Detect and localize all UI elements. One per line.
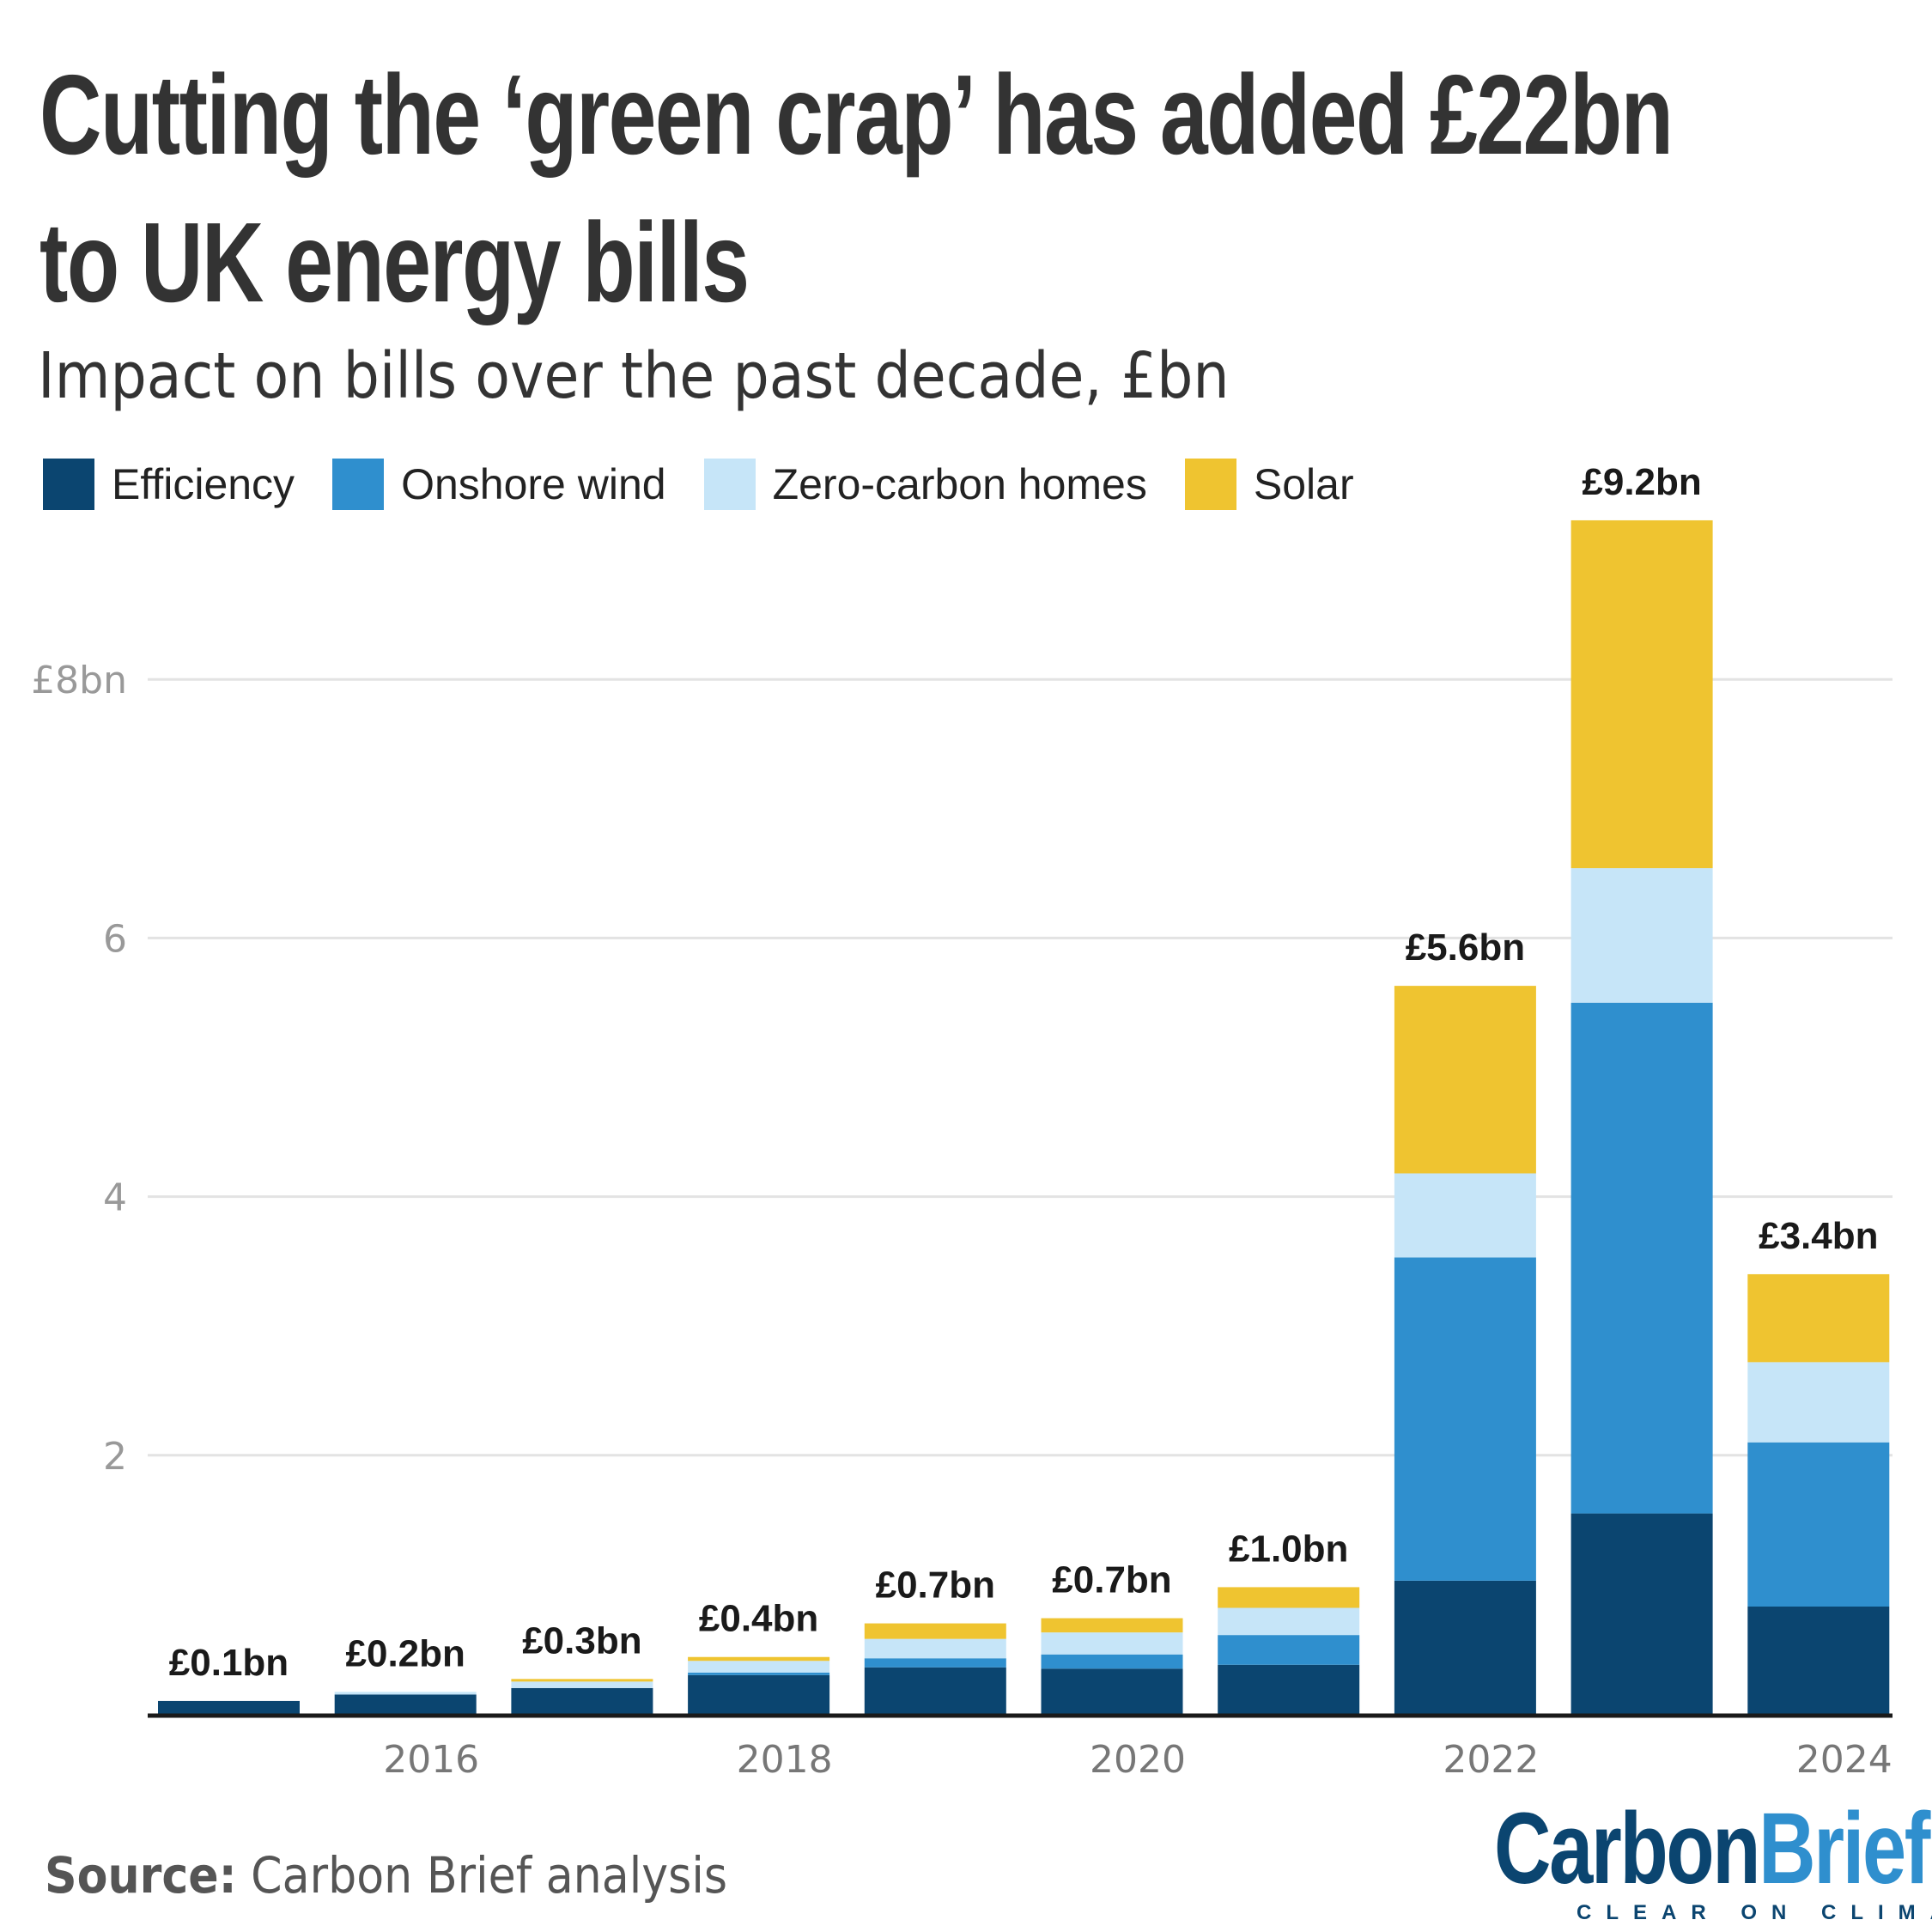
legend-swatch <box>332 459 385 510</box>
bar-segment-solar-2017 <box>511 1679 653 1682</box>
bar-segment-onshore-wind-2024 <box>1747 1442 1890 1607</box>
bar-segment-onshore-wind-2019 <box>864 1658 1006 1668</box>
logo-tagline: CLEAR ON CLIMATE <box>1577 1901 1932 1924</box>
x-tick-label: 2022 <box>1443 1738 1539 1782</box>
x-tick-label: 2016 <box>383 1738 479 1782</box>
bar-segment-onshore-wind-2020 <box>1041 1654 1183 1669</box>
bar-segment-zero-carbon-homes-2016 <box>334 1692 477 1695</box>
legend-swatch <box>703 459 756 510</box>
bar-segment-zero-carbon-homes-2021 <box>1218 1607 1360 1636</box>
bar-segment-zero-carbon-homes-2022 <box>1394 1173 1536 1258</box>
legend-swatch <box>43 459 94 510</box>
source-text: Carbon Brief analysis <box>236 1846 728 1905</box>
bar-segment-solar-2024 <box>1747 1273 1890 1363</box>
legend-label: Solar <box>1253 460 1354 508</box>
bar-segment-zero-carbon-homes-2019 <box>864 1638 1006 1659</box>
bar-segment-solar-2022 <box>1394 986 1536 1174</box>
total-label-2023: £9.2bn <box>1582 461 1701 503</box>
bar-segment-solar-2021 <box>1218 1587 1360 1608</box>
source-note: Source: Carbon Brief analysis <box>45 1846 727 1905</box>
bar-segment-efficiency-2019 <box>864 1667 1006 1714</box>
bar-segment-zero-carbon-homes-2018 <box>688 1661 830 1673</box>
carbon-brief-logo: CarbonBrief CLEAR ON CLIMATE <box>1494 1798 1932 1925</box>
legend-item-zero-carbon-homes: Zero-carbon homes <box>703 459 1147 510</box>
total-label-2019: £0.7bn <box>876 1564 995 1607</box>
legend-swatch <box>1184 459 1236 510</box>
total-label-2020: £0.7bn <box>1052 1559 1171 1601</box>
legend-item-solar: Solar <box>1184 459 1354 510</box>
bar-segment-efficiency-2016 <box>334 1694 477 1714</box>
bar-segment-solar-2020 <box>1041 1618 1183 1633</box>
bar-segment-onshore-wind-2022 <box>1394 1257 1536 1581</box>
total-label-2017: £0.3bn <box>522 1619 641 1662</box>
logo-part-1: Carbon <box>1494 1792 1760 1905</box>
y-tick-label: 6 <box>103 917 127 961</box>
logo-part-2: Brief <box>1759 1792 1930 1905</box>
legend-label: Zero-carbon homes <box>772 460 1147 508</box>
bar-segment-efficiency-2017 <box>511 1687 653 1714</box>
legend-item-efficiency: Efficiency <box>43 459 295 510</box>
bar-segment-efficiency-2024 <box>1747 1607 1890 1714</box>
chart-title: Cutting the ‘green crap’ has added £22bn… <box>39 41 1674 337</box>
total-label-2018: £0.4bn <box>699 1598 818 1640</box>
bar-segment-efficiency-2015 <box>158 1700 300 1714</box>
bar-segment-solar-2023 <box>1571 519 1713 869</box>
legend-label: Efficiency <box>112 460 295 508</box>
bar-segment-zero-carbon-homes-2023 <box>1571 868 1713 1003</box>
bar-segment-efficiency-2018 <box>688 1674 830 1714</box>
bar-segment-onshore-wind-2023 <box>1571 1002 1713 1514</box>
x-tick-label: 2024 <box>1796 1738 1893 1782</box>
x-tick-label: 2018 <box>737 1738 833 1782</box>
bar-segment-onshore-wind-2018 <box>688 1672 830 1675</box>
bar-segment-efficiency-2023 <box>1571 1513 1713 1714</box>
chart-subtitle: Impact on bills over the past decade, £b… <box>38 339 1230 413</box>
y-tick-label: 4 <box>103 1176 127 1220</box>
legend-item-onshore-wind: Onshore wind <box>332 459 666 510</box>
total-label-2024: £3.4bn <box>1759 1215 1878 1257</box>
bar-segment-zero-carbon-homes-2020 <box>1041 1632 1183 1655</box>
title-line-2: to UK energy bills <box>39 199 750 325</box>
total-label-2021: £1.0bn <box>1229 1528 1348 1570</box>
bar-segment-onshore-wind-2021 <box>1218 1635 1360 1665</box>
bar-segment-efficiency-2021 <box>1218 1664 1360 1714</box>
total-label-2015: £0.1bn <box>169 1642 289 1684</box>
title-line-1: Cutting the ‘green crap’ has added £22bn <box>39 52 1674 178</box>
bar-segment-solar-2019 <box>864 1623 1006 1639</box>
legend: Efficiency Onshore wind Zero-carbon homes S… <box>43 459 1354 510</box>
x-tick-label: 2020 <box>1090 1738 1186 1782</box>
total-label-2022: £5.6bn <box>1406 927 1525 969</box>
bar-segment-efficiency-2022 <box>1394 1580 1536 1714</box>
y-tick-label: £8bn <box>31 659 127 702</box>
bar-segment-zero-carbon-homes-2024 <box>1747 1362 1890 1443</box>
bar-segment-solar-2018 <box>688 1656 830 1662</box>
legend-label: Onshore wind <box>401 460 666 508</box>
total-label-2016: £0.2bn <box>346 1632 465 1674</box>
source-label: Source: <box>45 1846 237 1905</box>
bar-segment-efficiency-2020 <box>1041 1668 1183 1714</box>
y-tick-label: 2 <box>103 1435 127 1479</box>
bar-segment-zero-carbon-homes-2017 <box>511 1681 653 1688</box>
